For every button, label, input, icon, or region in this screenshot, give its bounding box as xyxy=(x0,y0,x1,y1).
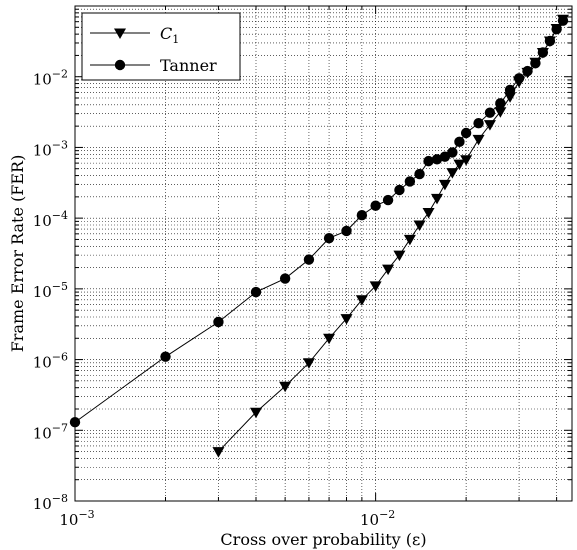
data-point xyxy=(114,59,126,71)
y-tick-label: 10−3 xyxy=(33,138,68,159)
data-point xyxy=(340,314,353,325)
x-tick-label: 10−2 xyxy=(360,508,395,529)
data-point xyxy=(382,194,394,206)
data-point xyxy=(323,233,335,244)
data-point xyxy=(484,107,496,118)
data-point xyxy=(494,107,507,118)
data-point xyxy=(250,286,262,298)
data-point xyxy=(504,84,516,96)
data-point xyxy=(544,35,556,47)
y-tick-label: 10−5 xyxy=(33,280,68,301)
data-point xyxy=(430,193,443,205)
data-point xyxy=(302,358,315,369)
data-point xyxy=(394,184,405,196)
legend-entry: C1 xyxy=(90,24,179,46)
data-point xyxy=(422,208,435,219)
series-tanner xyxy=(69,15,569,428)
data-point xyxy=(513,73,525,84)
data-point xyxy=(370,200,381,211)
data-point xyxy=(356,210,368,221)
data-point xyxy=(460,127,472,139)
data-point xyxy=(404,176,416,187)
x-axis-label: Cross over probability (ε) xyxy=(220,530,426,549)
y-axis-label: Frame Error Rate (FER) xyxy=(8,155,27,353)
x-tick-label: 10−3 xyxy=(59,508,94,529)
data-point xyxy=(530,58,541,69)
data-point xyxy=(537,47,549,58)
legend-box xyxy=(81,12,241,81)
data-point xyxy=(431,154,443,165)
data-point xyxy=(446,168,459,179)
grid xyxy=(75,6,572,501)
data-point xyxy=(472,134,485,146)
data-point xyxy=(460,155,473,166)
y-tick-label: 10−4 xyxy=(33,209,68,230)
data-point xyxy=(447,147,458,158)
data-point xyxy=(473,118,484,129)
y-tick-label: 10−6 xyxy=(33,351,68,372)
data-point xyxy=(160,351,171,362)
data-point xyxy=(393,250,406,262)
series-line xyxy=(218,18,564,452)
legend-entry: Tanner xyxy=(90,56,217,75)
y-tick-label: 10−7 xyxy=(33,421,68,442)
data-point xyxy=(323,333,336,345)
legend-label: C1 xyxy=(160,24,179,46)
series xyxy=(69,14,569,458)
data-point xyxy=(413,220,426,231)
data-point xyxy=(69,417,81,428)
data-point xyxy=(403,234,416,246)
data-point xyxy=(423,155,434,167)
data-point xyxy=(249,407,262,419)
data-point xyxy=(341,225,352,237)
data-point xyxy=(495,98,506,109)
data-point xyxy=(522,65,533,77)
axis-ticks: 10−3 10−2 10−8 10−7 10−6 10−5 10−4 10−3 10−2 xyxy=(33,6,572,529)
data-point xyxy=(279,381,292,393)
y-tick-label: 10−8 xyxy=(33,492,68,513)
data-point xyxy=(453,159,466,171)
data-point xyxy=(114,28,126,39)
data-point xyxy=(279,273,291,284)
data-point xyxy=(303,254,315,265)
data-point xyxy=(551,23,562,35)
data-point xyxy=(369,281,382,292)
data-point xyxy=(557,15,569,26)
data-point xyxy=(355,295,368,306)
data-point xyxy=(382,264,395,276)
data-point xyxy=(483,120,496,131)
y-tick-label: 10−2 xyxy=(33,68,68,89)
data-point xyxy=(454,136,465,148)
legend-label: Tanner xyxy=(160,56,217,75)
data-point xyxy=(212,447,225,458)
legend: C1 Tanner xyxy=(81,12,241,81)
plot-frame xyxy=(74,5,573,502)
data-point xyxy=(414,168,425,180)
data-point xyxy=(213,316,224,328)
data-point xyxy=(438,179,451,191)
